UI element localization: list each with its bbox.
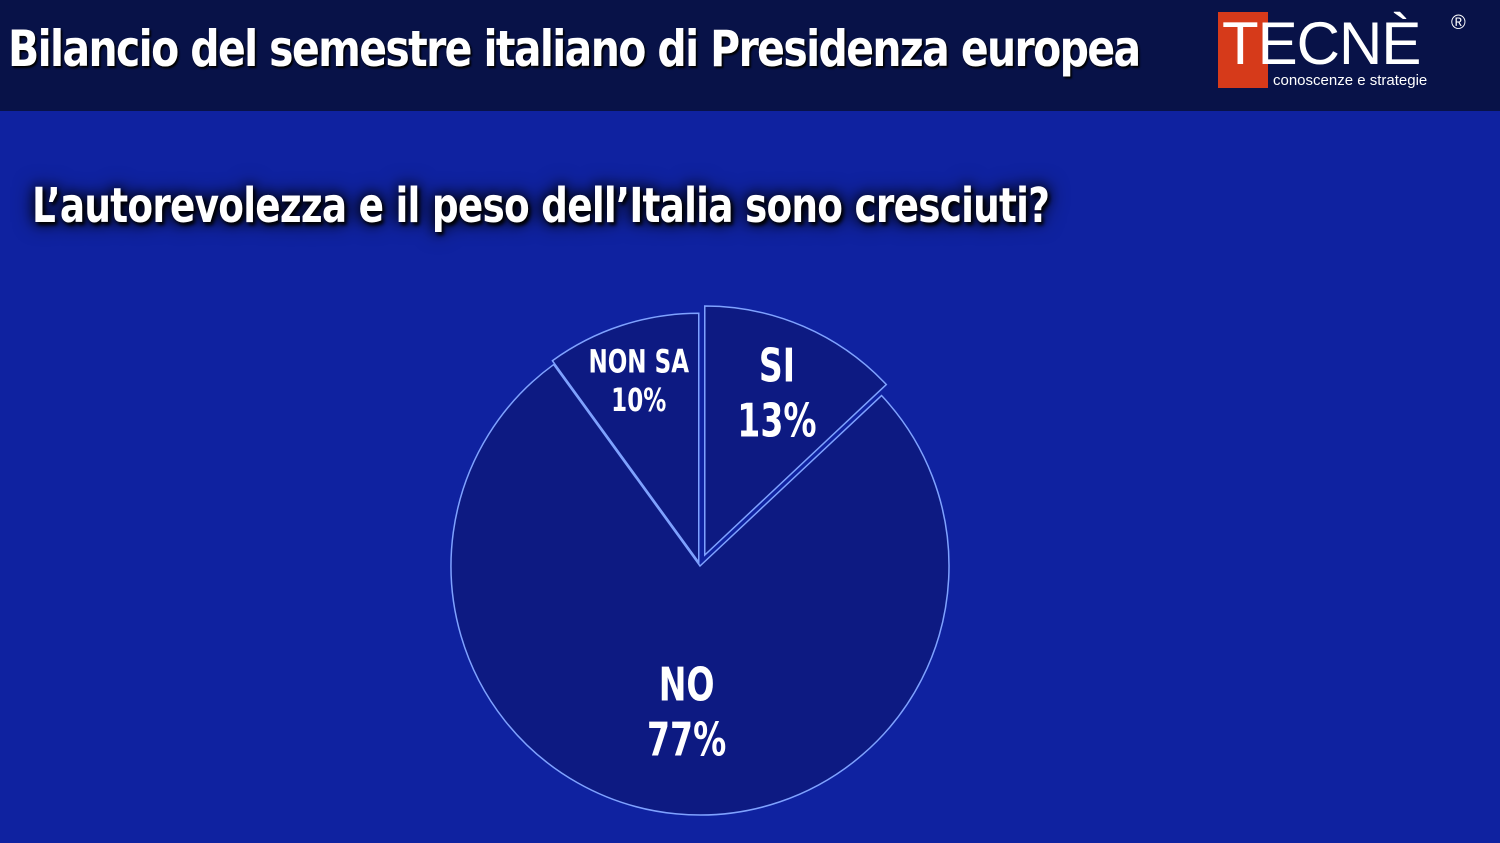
slice-value-no: 77% — [647, 714, 726, 767]
slice-value-non-sa: 10% — [611, 381, 666, 419]
logo-tagline: conoscenze e strategie — [1273, 72, 1428, 89]
chart-question: L’autorevolezza e il peso dell’Italia so… — [32, 178, 1050, 234]
header-bar: Bilancio del semestre italiano di Presid… — [0, 0, 1500, 111]
logo-wordmark: TECNÈ — [1222, 10, 1421, 77]
logo-red-block — [1218, 12, 1268, 88]
slice-value-si: 13% — [737, 395, 816, 448]
brand-logo: TECNÈ ® conoscenze e strategie — [1218, 12, 1478, 92]
pie-slice-si — [704, 305, 888, 557]
slice-label-no: NO — [659, 659, 715, 712]
registered-mark: ® — [1451, 12, 1466, 34]
page-title: Bilancio del semestre italiano di Presid… — [8, 20, 1141, 78]
pie-slice-non-sa — [551, 312, 700, 565]
pie-slice-no — [450, 363, 950, 816]
slice-label-non-sa: NON SA — [588, 343, 689, 381]
slice-label-si: SI — [759, 340, 795, 393]
